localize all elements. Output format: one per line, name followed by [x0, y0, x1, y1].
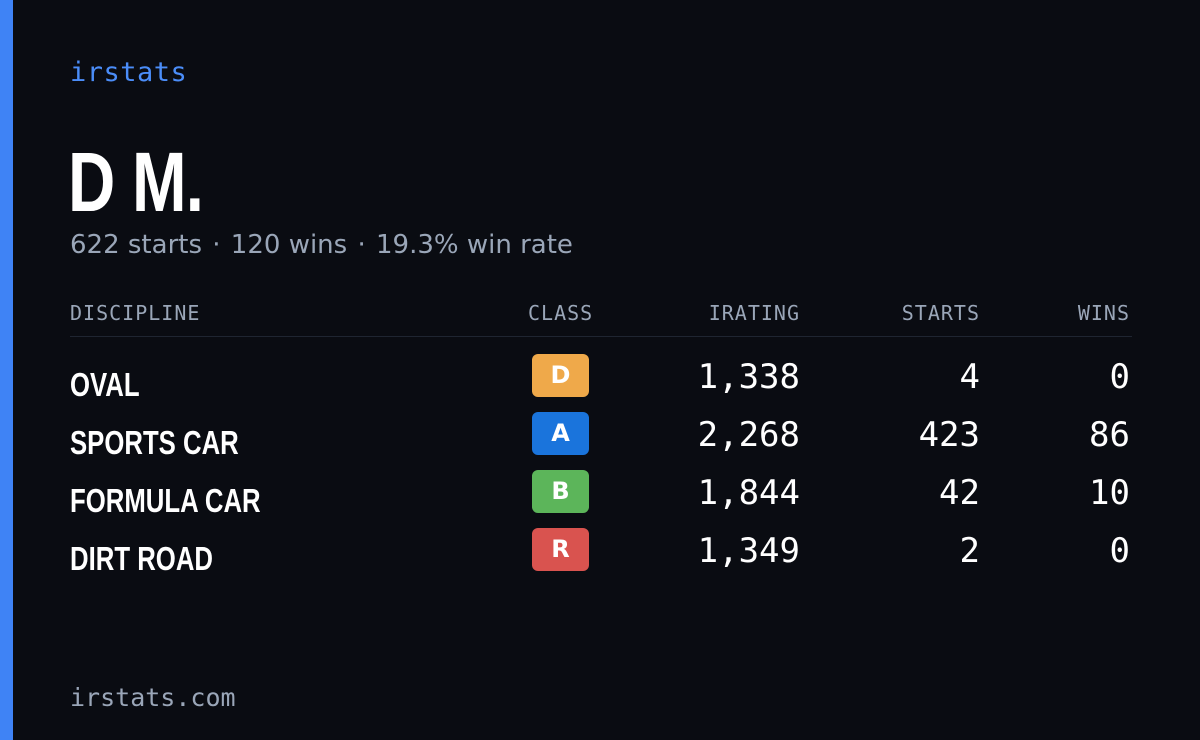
driver-name: D M. [68, 135, 204, 229]
irating-cell: 1,338 [697, 357, 800, 397]
irating-cell: 2,268 [697, 415, 800, 455]
starts-summary: 622 starts [70, 230, 202, 260]
starts-cell: 423 [918, 415, 980, 455]
wins-cell: 86 [1089, 415, 1130, 455]
header-discipline: DISCIPLINE [70, 301, 201, 325]
wins-cell: 0 [1109, 531, 1130, 571]
winrate-summary: 19.3% win rate [376, 230, 573, 260]
discipline-cell: SPORTS CAR [70, 424, 239, 461]
wins-cell: 10 [1089, 473, 1130, 513]
table-row: FORMULA CAR B 1,844 42 10 [70, 469, 1132, 527]
table-row: OVAL D 1,338 4 0 [70, 353, 1132, 411]
irating-cell: 1,349 [697, 531, 800, 571]
summary-separator: · [212, 230, 221, 260]
class-badge: D [532, 354, 589, 397]
wins-summary: 120 wins [230, 230, 348, 260]
table-body: OVAL D 1,338 4 0 SPORTS CAR A 2,268 423 … [70, 353, 1132, 585]
brand-logo-text: irstats [70, 57, 188, 88]
table-header: DISCIPLINE CLASS IRATING STARTS WINS [70, 296, 1132, 337]
discipline-cell: DIRT ROAD [70, 540, 213, 577]
header-class: CLASS [528, 301, 594, 325]
header-irating: IRATING [708, 301, 800, 325]
starts-cell: 42 [939, 473, 980, 513]
footer-url: irstats.com [70, 683, 236, 712]
accent-bar [0, 0, 13, 740]
discipline-cell: FORMULA CAR [70, 482, 261, 519]
discipline-cell: OVAL [70, 366, 140, 403]
starts-cell: 4 [959, 357, 980, 397]
header-starts: STARTS [901, 301, 980, 325]
table-row: SPORTS CAR A 2,268 423 86 [70, 411, 1132, 469]
driver-summary: 622 starts · 120 wins · 19.3% win rate [70, 227, 573, 263]
discipline-table: DISCIPLINE CLASS IRATING STARTS WINS OVA… [70, 296, 1132, 585]
class-badge: B [532, 470, 589, 513]
summary-separator: · [357, 230, 366, 260]
irating-cell: 1,844 [697, 473, 800, 513]
wins-cell: 0 [1109, 357, 1130, 397]
class-badge: A [532, 412, 589, 455]
class-badge: R [532, 528, 589, 571]
table-row: DIRT ROAD R 1,349 2 0 [70, 527, 1132, 585]
header-wins: WINS [1077, 301, 1130, 325]
starts-cell: 2 [959, 531, 980, 571]
